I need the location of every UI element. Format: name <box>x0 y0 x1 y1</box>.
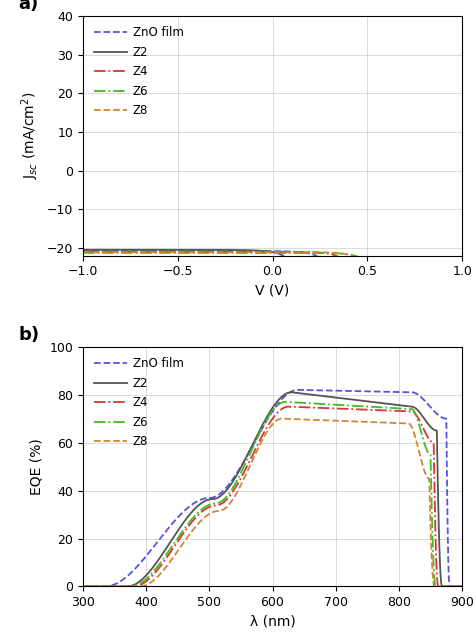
Text: b): b) <box>18 327 40 344</box>
X-axis label: V (V): V (V) <box>255 284 290 298</box>
Legend: ZnO film, Z2, Z4, Z6, Z8: ZnO film, Z2, Z4, Z6, Z8 <box>89 353 188 453</box>
Legend: ZnO film, Z2, Z4, Z6, Z8: ZnO film, Z2, Z4, Z6, Z8 <box>89 22 188 122</box>
Y-axis label: EQE (%): EQE (%) <box>30 438 44 495</box>
Text: a): a) <box>18 0 39 13</box>
Y-axis label: J$_{sc}$ (mA/cm$^2$): J$_{sc}$ (mA/cm$^2$) <box>20 92 41 179</box>
X-axis label: λ (nm): λ (nm) <box>250 615 295 629</box>
